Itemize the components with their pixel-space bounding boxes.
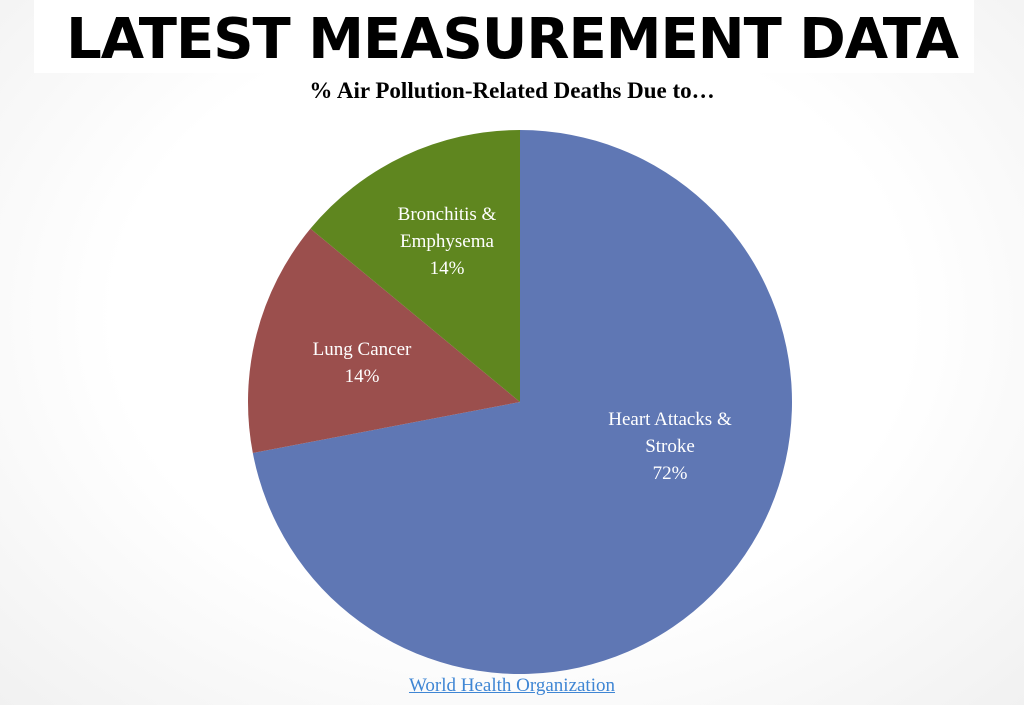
pie-labels: Heart Attacks & Stroke 72%Lung Cancer 14%Br…	[313, 204, 732, 484]
slice-label-bronchitis-emphysema: Bronchitis & Emphysema 14%	[398, 204, 497, 279]
header-band	[34, 0, 974, 73]
source-link[interactable]: World Health Organization	[408, 675, 615, 696]
slice-value-label: 14%	[345, 366, 380, 387]
pie-slices	[248, 130, 792, 674]
slice-label-lung-cancer: Lung Cancer 14%	[313, 339, 412, 387]
slide-title: LATEST MEASUREMENT DATA	[66, 7, 959, 72]
pie-slice-lung-cancer	[248, 228, 521, 453]
pie-slice-bronchitis-emphysema	[310, 130, 520, 402]
slice-label-heart-attacks-stroke: Heart Attacks & Stroke 72%	[608, 409, 732, 484]
pie-slice-heart-attacks-stroke	[252, 130, 792, 674]
slice-category-label: Stroke	[645, 436, 695, 457]
chart-title: % Air Pollution-Related Deaths Due to…	[309, 78, 715, 103]
slice-value-label: 14%	[430, 258, 465, 279]
slice-value-label: 72%	[653, 463, 688, 484]
slice-category-label: Lung Cancer	[313, 339, 412, 360]
slice-category-label: Emphysema	[400, 231, 494, 252]
slice-category-label: Bronchitis &	[398, 204, 497, 225]
slice-category-label: Heart Attacks &	[608, 409, 732, 430]
